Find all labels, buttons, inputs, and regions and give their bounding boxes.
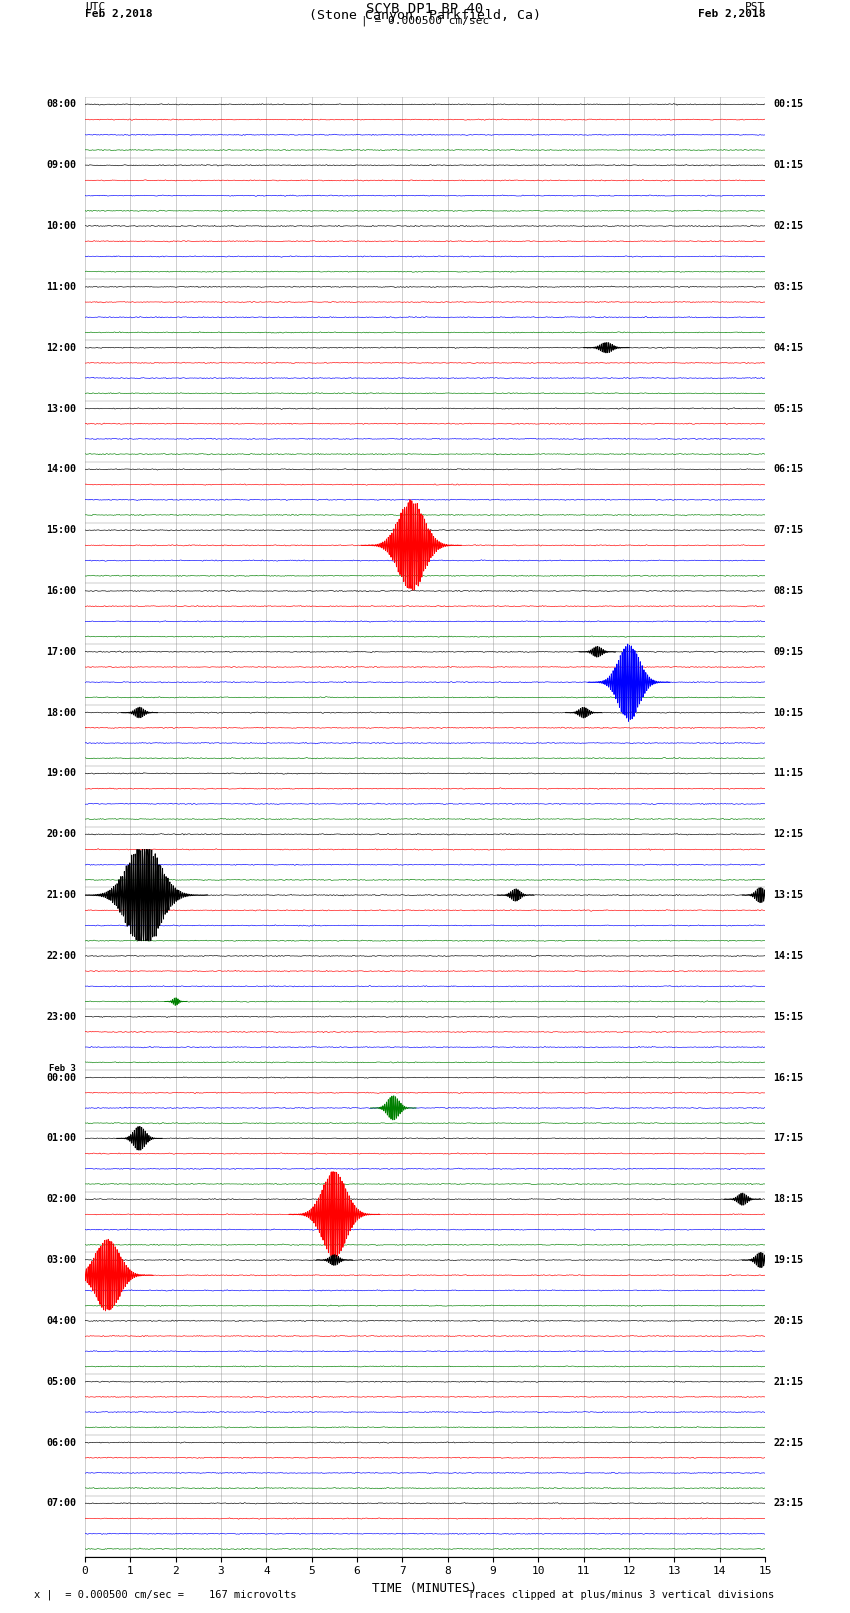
Text: PST: PST (745, 3, 765, 13)
Text: 16:00: 16:00 (46, 586, 76, 595)
Text: 23:15: 23:15 (774, 1498, 803, 1508)
Text: 11:15: 11:15 (774, 768, 803, 779)
Text: 02:15: 02:15 (774, 221, 803, 231)
Text: Feb 2,2018: Feb 2,2018 (698, 10, 765, 19)
Text: Feb 2,2018: Feb 2,2018 (85, 10, 152, 19)
Text: 04:15: 04:15 (774, 342, 803, 353)
Text: 14:00: 14:00 (46, 465, 76, 474)
Text: 03:00: 03:00 (46, 1255, 76, 1265)
Text: 02:00: 02:00 (46, 1194, 76, 1205)
Text: 18:00: 18:00 (46, 708, 76, 718)
Text: 17:00: 17:00 (46, 647, 76, 656)
Text: 23:00: 23:00 (46, 1011, 76, 1021)
Text: Traces clipped at plus/minus 3 vertical divisions: Traces clipped at plus/minus 3 vertical … (468, 1590, 774, 1600)
Text: 20:15: 20:15 (774, 1316, 803, 1326)
Text: 09:15: 09:15 (774, 647, 803, 656)
Text: 08:15: 08:15 (774, 586, 803, 595)
Text: 01:15: 01:15 (774, 160, 803, 171)
X-axis label: TIME (MINUTES): TIME (MINUTES) (372, 1582, 478, 1595)
Text: 00:15: 00:15 (774, 100, 803, 110)
Text: 20:00: 20:00 (46, 829, 76, 839)
Text: 19:15: 19:15 (774, 1255, 803, 1265)
Text: 12:15: 12:15 (774, 829, 803, 839)
Text: 11:00: 11:00 (46, 282, 76, 292)
Text: 22:15: 22:15 (774, 1437, 803, 1447)
Text: 12:00: 12:00 (46, 342, 76, 353)
Text: 13:00: 13:00 (46, 403, 76, 413)
Text: SCYB DP1 BP 40: SCYB DP1 BP 40 (366, 3, 484, 16)
Text: 07:00: 07:00 (46, 1498, 76, 1508)
Text: 21:00: 21:00 (46, 890, 76, 900)
Text: 06:00: 06:00 (46, 1437, 76, 1447)
Text: Feb 3: Feb 3 (49, 1065, 76, 1073)
Text: 15:15: 15:15 (774, 1011, 803, 1021)
Text: 15:00: 15:00 (46, 526, 76, 536)
Text: 10:15: 10:15 (774, 708, 803, 718)
Text: 14:15: 14:15 (774, 952, 803, 961)
Text: | = 0.000500 cm/sec: | = 0.000500 cm/sec (361, 16, 489, 26)
Text: 17:15: 17:15 (774, 1134, 803, 1144)
Text: (Stone Canyon, Parkfield, Ca): (Stone Canyon, Parkfield, Ca) (309, 10, 541, 23)
Text: 05:00: 05:00 (46, 1376, 76, 1387)
Text: 04:00: 04:00 (46, 1316, 76, 1326)
Text: 01:00: 01:00 (46, 1134, 76, 1144)
Text: 13:15: 13:15 (774, 890, 803, 900)
Text: 08:00: 08:00 (46, 100, 76, 110)
Text: 18:15: 18:15 (774, 1194, 803, 1205)
Text: 09:00: 09:00 (46, 160, 76, 171)
Text: 06:15: 06:15 (774, 465, 803, 474)
Text: 16:15: 16:15 (774, 1073, 803, 1082)
Text: UTC: UTC (85, 3, 105, 13)
Text: 21:15: 21:15 (774, 1376, 803, 1387)
Text: 19:00: 19:00 (46, 768, 76, 779)
Text: 22:00: 22:00 (46, 952, 76, 961)
Text: x |  = 0.000500 cm/sec =    167 microvolts: x | = 0.000500 cm/sec = 167 microvolts (34, 1589, 297, 1600)
Text: 05:15: 05:15 (774, 403, 803, 413)
Text: 10:00: 10:00 (46, 221, 76, 231)
Text: 00:00: 00:00 (46, 1073, 76, 1082)
Text: 03:15: 03:15 (774, 282, 803, 292)
Text: 07:15: 07:15 (774, 526, 803, 536)
